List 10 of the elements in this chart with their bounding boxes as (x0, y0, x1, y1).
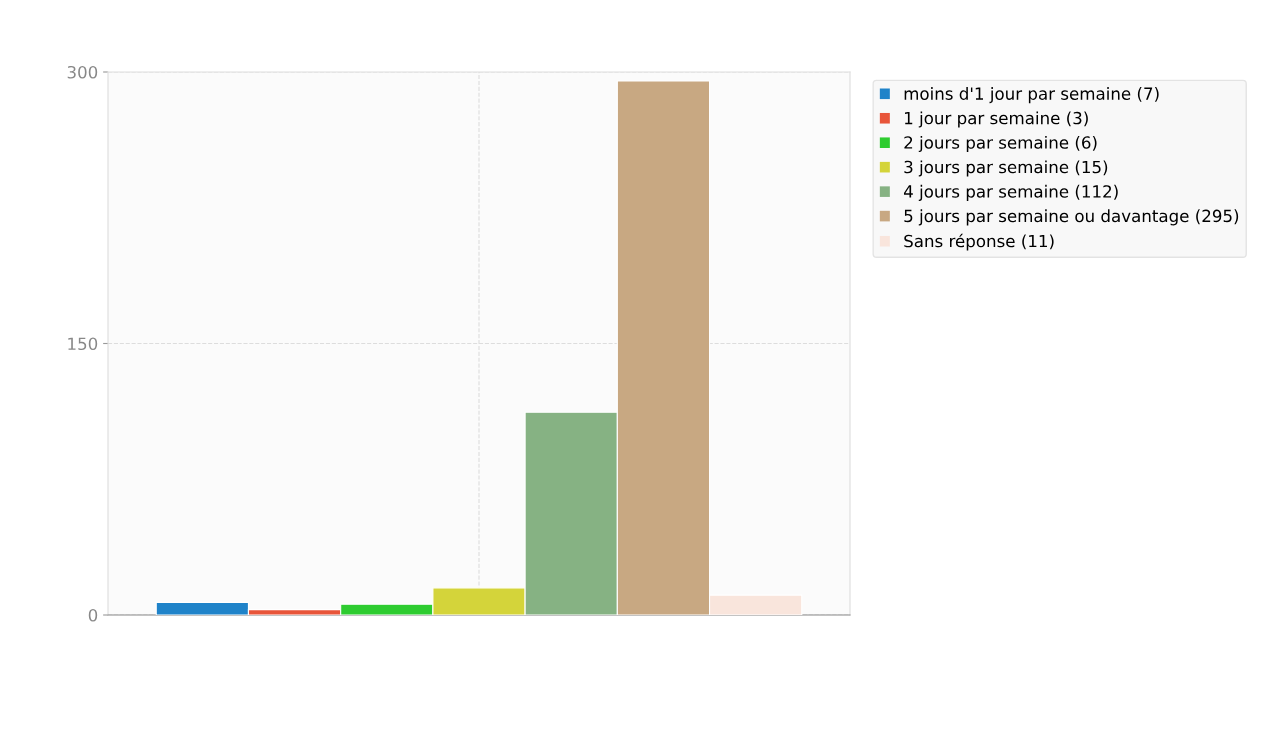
legend-label: 1 jour par semaine (3) (905, 111, 1088, 128)
legend-label: 3 jours par semaine (15) (904, 160, 1108, 177)
legend-label: 2 jours par semaine (6) (904, 135, 1097, 153)
legend-label: Sans réponse (11) (904, 233, 1054, 251)
y-tick-label: 0 (88, 608, 98, 622)
y-tick-label: 150 (68, 337, 98, 351)
legend-label: moins d'1 jour par semaine (7) (904, 87, 1159, 104)
legend-label: 4 jours par semaine (112) (903, 184, 1118, 201)
y-tick-label: 300 (67, 65, 98, 79)
legend-label: 5 jours par semaine ou davantage (295) (904, 209, 1239, 226)
